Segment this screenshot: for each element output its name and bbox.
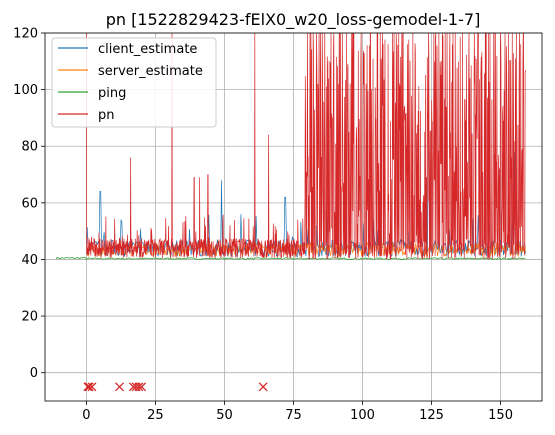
loss-marker xyxy=(115,382,125,392)
y-tick-label: 20 xyxy=(21,310,38,325)
loss-marker xyxy=(84,382,94,392)
y-tick-label: 60 xyxy=(21,196,38,211)
legend-box xyxy=(51,37,217,128)
legend-label: client_estimate xyxy=(98,42,197,57)
x-tick-label: 0 xyxy=(82,408,90,423)
loss-marker xyxy=(134,382,144,392)
y-tick-label: 120 xyxy=(13,27,38,42)
loss-marker xyxy=(87,382,97,392)
y-tick-label: 40 xyxy=(21,253,38,268)
y-tick-label: 100 xyxy=(13,83,38,98)
chart-title: pn [1522829423-fElX0_w20_loss-gemodel-1-… xyxy=(106,10,481,30)
x-tick-label: 50 xyxy=(216,408,233,423)
x-tick-label: 125 xyxy=(419,408,444,423)
x-tick-label: 75 xyxy=(285,408,302,423)
x-tick-label: 150 xyxy=(488,408,513,423)
series-pn-line xyxy=(86,32,526,260)
series-client-estimate-line xyxy=(86,151,526,258)
loss-marker xyxy=(83,382,93,392)
legend-label: pn xyxy=(98,108,115,123)
loss-marker xyxy=(137,382,147,392)
series-layer xyxy=(55,32,526,261)
y-tick-label: 0 xyxy=(30,366,38,381)
series-ping-line xyxy=(55,256,526,261)
y-tick-label: 80 xyxy=(21,140,38,155)
x-tick-label: 25 xyxy=(147,408,164,423)
legend-label: ping xyxy=(98,86,126,101)
loss-marker-layer xyxy=(83,382,268,392)
x-tick-label: 100 xyxy=(350,408,375,423)
tick-layer: 0 25 50 75 100 125 150 0 20 40 60 80 100 120 xyxy=(13,27,513,424)
loss-marker xyxy=(258,382,268,392)
legend-label: server_estimate xyxy=(98,64,203,79)
